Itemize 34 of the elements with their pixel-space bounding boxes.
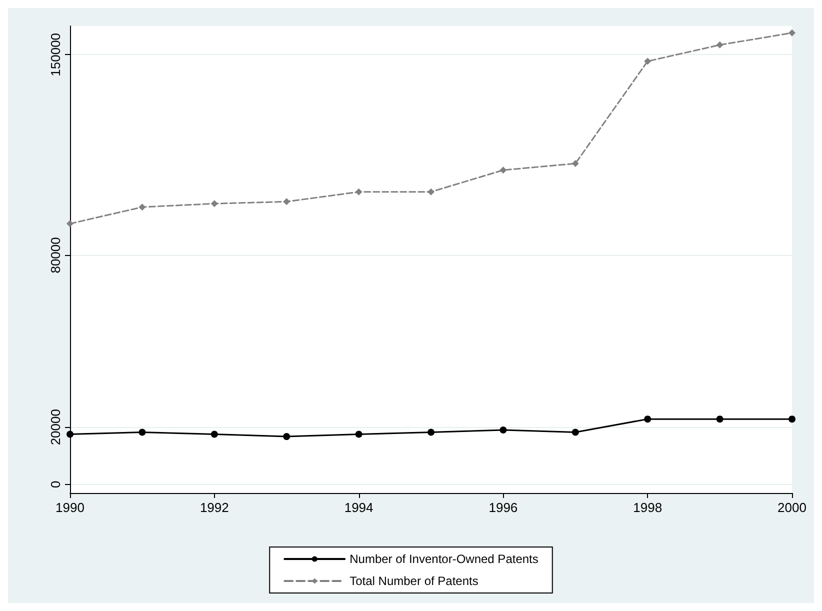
point [138,204,146,211]
x-tick-label: 1994 [344,500,374,515]
point [788,29,796,36]
point [572,160,579,168]
point [716,41,724,48]
point [644,58,652,65]
point [355,430,362,438]
point [210,200,218,208]
point [500,166,507,174]
point [500,426,507,434]
x-tick-label: 1996 [488,500,518,515]
point [66,430,74,438]
x-tick-label: 1990 [56,500,84,515]
x-tick-label: 2000 [778,500,806,515]
point [428,428,434,436]
legend-label: Number of Inventor-Owned Patents [350,552,538,566]
y-tick-label: 150000 [48,32,63,76]
x-tick-label: 1998 [633,500,662,515]
y-tick-label: 0 [48,480,63,488]
point [355,188,362,196]
x-tick-label: 1992 [200,500,229,515]
point [210,430,218,438]
point [572,428,579,436]
y-tick-label: 80000 [48,237,63,274]
y-tick-label: 20000 [48,409,63,446]
point [66,220,74,228]
point [138,428,146,436]
legend-label: Total Number of Patents [350,574,478,588]
point [716,416,724,423]
point [644,416,652,423]
point [283,433,290,440]
point [428,188,434,196]
point [788,416,796,423]
point [283,198,290,206]
